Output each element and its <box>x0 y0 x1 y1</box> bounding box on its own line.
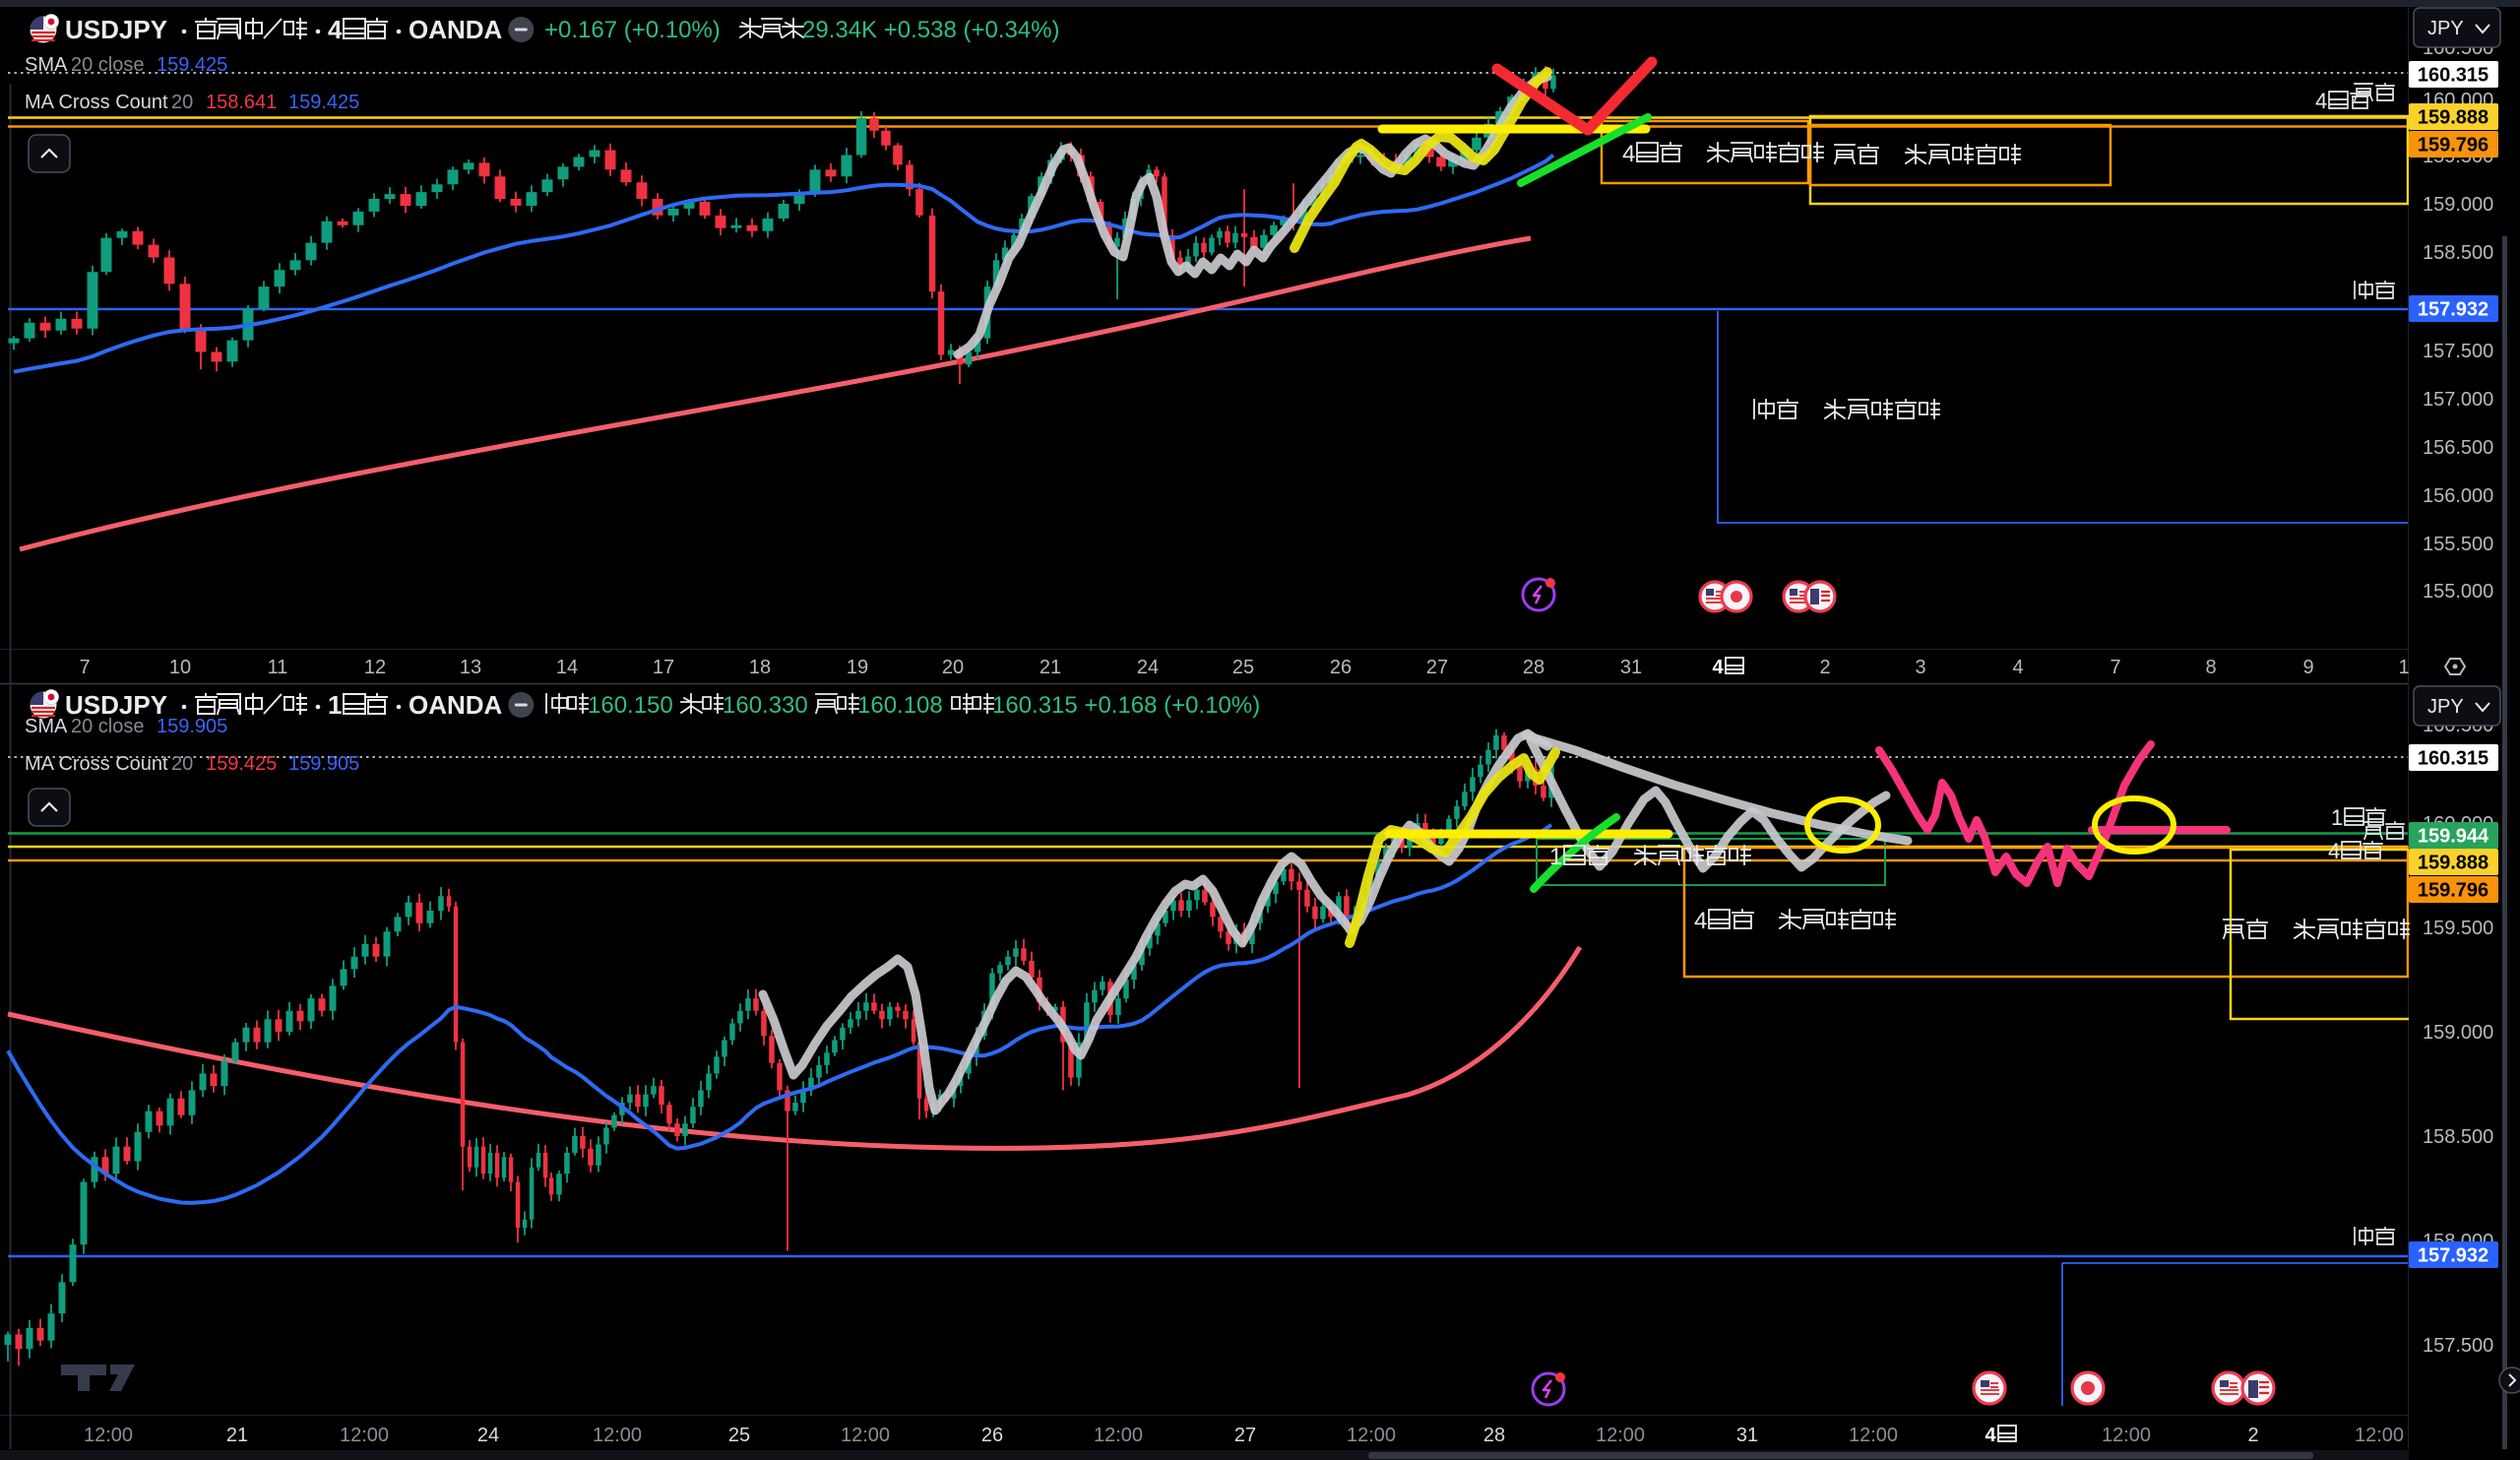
svg-text:155.000: 155.000 <box>2423 581 2493 603</box>
svg-text:JPY: JPY <box>2427 18 2464 39</box>
svg-text:12:00: 12:00 <box>593 1425 642 1446</box>
svg-text:12:00: 12:00 <box>340 1425 389 1446</box>
svg-text:8: 8 <box>2205 657 2216 678</box>
svg-text:OANDA: OANDA <box>409 690 503 720</box>
svg-text:20: 20 <box>171 753 193 775</box>
svg-text:USDJPY: USDJPY <box>65 690 167 720</box>
svg-text:28: 28 <box>1523 657 1544 678</box>
svg-text:4: 4 <box>1694 908 1707 934</box>
svg-text:10: 10 <box>169 657 191 678</box>
svg-text:11: 11 <box>268 657 288 678</box>
svg-text:160.315 +0.168 (+0.10%): 160.315 +0.168 (+0.10%) <box>992 692 1260 719</box>
svg-text:12:00: 12:00 <box>2355 1425 2404 1446</box>
svg-text:14: 14 <box>556 657 578 678</box>
svg-text:4: 4 <box>2012 657 2023 678</box>
svg-text:12:00: 12:00 <box>1094 1425 1143 1446</box>
svg-text:MA Cross Count: MA Cross Count <box>25 753 168 775</box>
svg-text:4: 4 <box>2315 89 2327 113</box>
svg-text:160.150: 160.150 <box>588 692 673 719</box>
svg-text:1: 1 <box>328 690 342 720</box>
svg-text:25: 25 <box>728 1425 750 1446</box>
svg-text:13: 13 <box>460 657 481 678</box>
svg-text:159.944: 159.944 <box>2418 826 2489 848</box>
svg-text:4: 4 <box>1712 657 1724 678</box>
svg-text:4: 4 <box>1622 141 1635 167</box>
svg-text:160.315: 160.315 <box>2418 65 2488 87</box>
svg-text:4: 4 <box>1984 1425 1996 1446</box>
svg-text:157.500: 157.500 <box>2423 341 2493 362</box>
svg-text:157.500: 157.500 <box>2423 1335 2493 1357</box>
svg-text:159.425: 159.425 <box>206 753 277 775</box>
svg-text:159.500: 159.500 <box>2423 918 2493 939</box>
svg-text:12:00: 12:00 <box>2102 1425 2151 1446</box>
svg-text:159.796: 159.796 <box>2418 135 2488 157</box>
svg-text:17: 17 <box>653 657 674 678</box>
svg-text:JPY: JPY <box>2427 696 2464 718</box>
svg-text:160.108: 160.108 <box>857 692 943 719</box>
svg-text:1: 1 <box>1549 844 1562 870</box>
svg-text:24: 24 <box>1137 657 1159 678</box>
svg-text:19: 19 <box>847 657 868 678</box>
svg-text:31: 31 <box>1620 657 1642 678</box>
svg-text:2: 2 <box>1819 657 1830 678</box>
svg-text:SMA: SMA <box>25 716 68 737</box>
svg-text:12:00: 12:00 <box>84 1425 133 1446</box>
svg-text:159.000: 159.000 <box>2423 194 2493 216</box>
svg-text:21: 21 <box>226 1425 248 1446</box>
svg-text:158.641: 158.641 <box>206 92 277 113</box>
svg-text:12: 12 <box>364 657 386 678</box>
svg-text:12:00: 12:00 <box>841 1425 890 1446</box>
svg-text:4: 4 <box>328 15 343 44</box>
svg-text:28: 28 <box>1483 1425 1505 1446</box>
svg-text:4: 4 <box>2328 839 2340 863</box>
svg-text:2: 2 <box>2247 1425 2258 1446</box>
svg-text:27: 27 <box>1426 657 1448 678</box>
svg-text:24: 24 <box>477 1425 499 1446</box>
svg-text:31: 31 <box>1736 1425 1758 1446</box>
svg-text:159.425: 159.425 <box>288 92 359 113</box>
svg-text:3: 3 <box>1915 657 1925 678</box>
svg-text:7: 7 <box>79 657 90 678</box>
svg-text:USDJPY: USDJPY <box>65 15 167 44</box>
svg-text:159.000: 159.000 <box>2423 1022 2493 1044</box>
svg-text:21: 21 <box>1040 657 1061 678</box>
svg-text:20: 20 <box>942 657 964 678</box>
svg-text:+0.167 (+0.10%): +0.167 (+0.10%) <box>544 17 721 43</box>
svg-text:156.000: 156.000 <box>2423 485 2493 507</box>
svg-text:160.330: 160.330 <box>723 692 808 719</box>
svg-text:1: 1 <box>2398 657 2409 678</box>
svg-text:20: 20 <box>171 92 193 113</box>
svg-text:20 close: 20 close <box>71 716 145 737</box>
svg-text:157.932: 157.932 <box>2418 1245 2488 1267</box>
svg-text:25: 25 <box>1232 657 1254 678</box>
svg-text:26: 26 <box>1330 657 1352 678</box>
svg-text:7: 7 <box>2110 657 2120 678</box>
svg-text:27: 27 <box>1234 1425 1256 1446</box>
svg-text:OANDA: OANDA <box>409 15 503 44</box>
svg-text:12:00: 12:00 <box>1849 1425 1898 1446</box>
svg-text:157.000: 157.000 <box>2423 389 2493 411</box>
svg-text:159.888: 159.888 <box>2418 107 2488 129</box>
svg-text:157.932: 157.932 <box>2418 299 2488 321</box>
svg-text:158.500: 158.500 <box>2423 1126 2493 1148</box>
svg-text:160.315: 160.315 <box>2418 748 2488 770</box>
svg-text:26: 26 <box>981 1425 1003 1446</box>
svg-text:9: 9 <box>2302 657 2313 678</box>
svg-text:159.425: 159.425 <box>157 54 227 76</box>
svg-text:20 close: 20 close <box>71 54 145 76</box>
svg-text:SMA: SMA <box>25 54 68 76</box>
svg-text:159.905: 159.905 <box>288 753 359 775</box>
svg-text:1: 1 <box>2331 805 2343 830</box>
svg-text:158.500: 158.500 <box>2423 242 2493 264</box>
svg-text:156.500: 156.500 <box>2423 437 2493 459</box>
svg-text:29.34K +0.538 (+0.34%): 29.34K +0.538 (+0.34%) <box>802 17 1060 43</box>
svg-text:159.905: 159.905 <box>157 716 227 737</box>
svg-text:159.888: 159.888 <box>2418 853 2488 874</box>
svg-text:12:00: 12:00 <box>1596 1425 1645 1446</box>
svg-text:MA Cross Count: MA Cross Count <box>25 92 168 113</box>
svg-text:159.796: 159.796 <box>2418 880 2488 902</box>
svg-text:155.500: 155.500 <box>2423 534 2493 555</box>
svg-text:18: 18 <box>749 657 771 678</box>
svg-text:12:00: 12:00 <box>1347 1425 1396 1446</box>
